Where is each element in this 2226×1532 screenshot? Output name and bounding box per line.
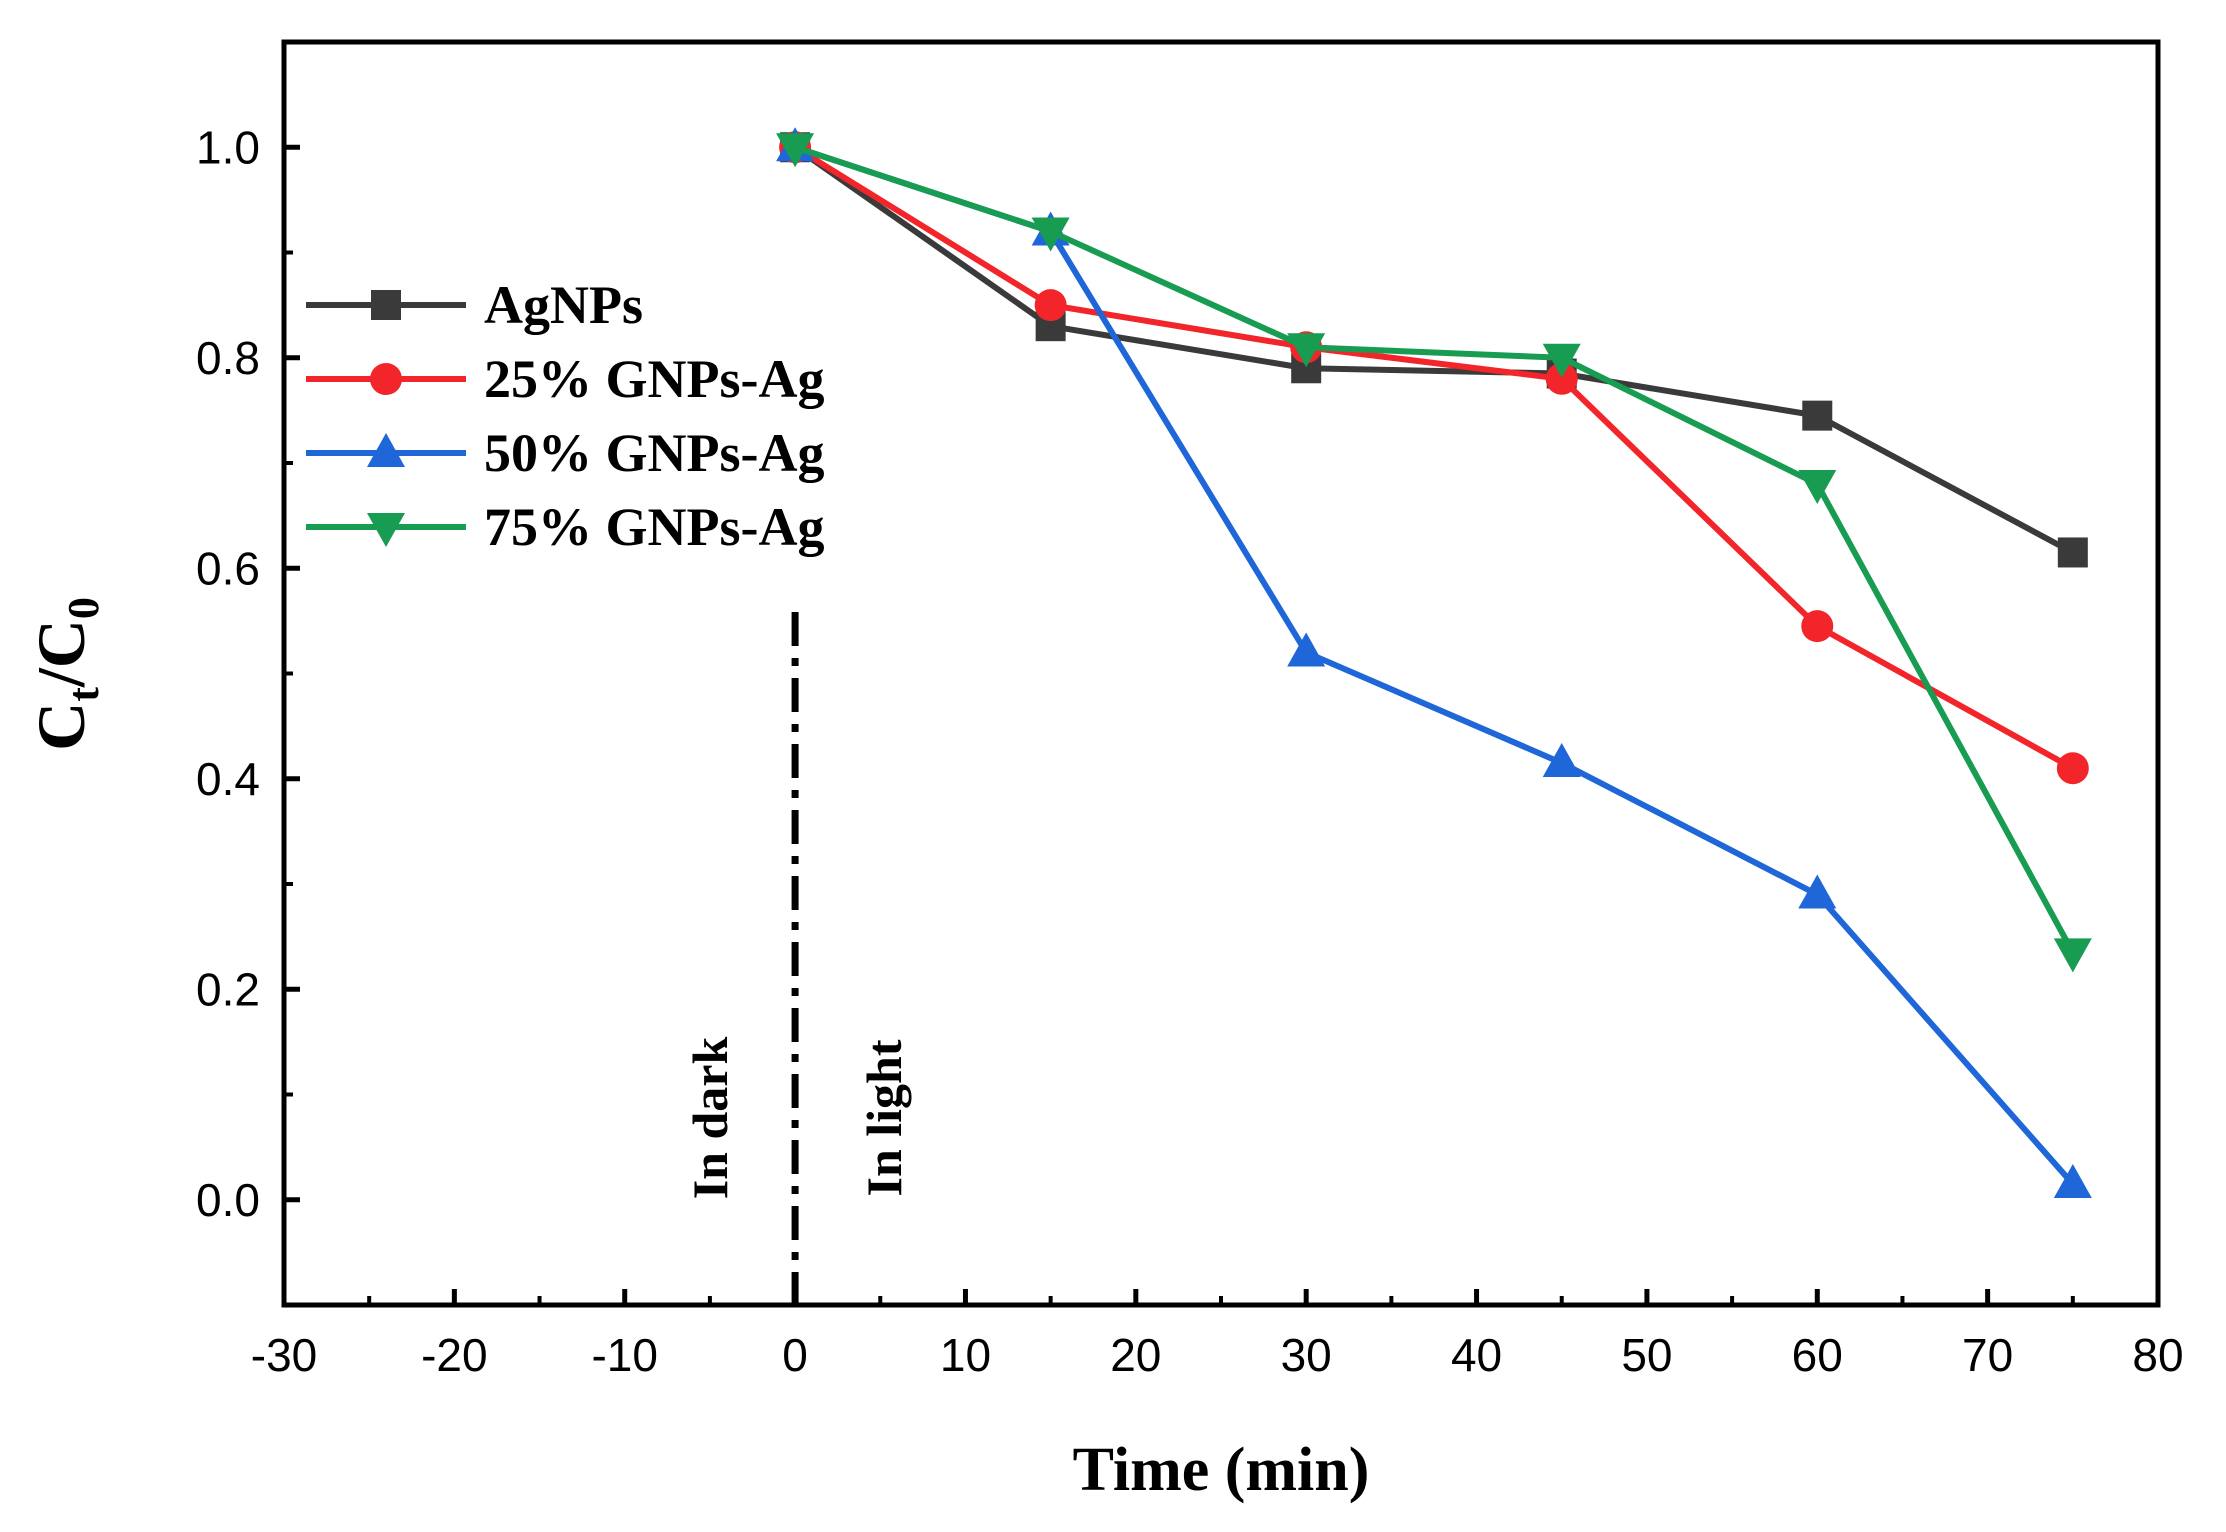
series-layer [776,127,2092,1198]
series-line [794,144,2076,1186]
data-point [1798,470,1837,505]
data-point [776,133,815,168]
series-line [794,144,2076,954]
data-point [1545,362,1578,395]
y-axis-title-slash: /C [23,619,99,688]
data-point [1542,343,1581,378]
series-line [793,144,2075,556]
y-tick-label: 0.0 [196,1174,260,1226]
data-point [1802,400,1833,431]
x-tick-label: 30 [1281,1329,1332,1381]
x-tick-label: 40 [1451,1329,1502,1381]
legend-item: AgNPs [306,275,643,335]
data-point [2057,537,2088,568]
legend-marker [367,433,405,467]
legend-marker [370,363,402,395]
x-tick-label: 20 [1110,1329,1161,1381]
data-point [1801,610,1834,643]
series-3 [776,133,2092,973]
y-axis-title-sub2: 0 [59,597,108,619]
in-dark-label: In dark [682,1037,738,1200]
legend-item: 75% GNPs-Ag [306,497,824,557]
x-tick-label: 50 [1621,1329,1672,1381]
x-tick-label: 0 [782,1329,808,1381]
data-point [2053,938,2092,973]
data-point [1034,289,1067,322]
y-tick-label: 0.6 [196,542,260,594]
x-tick-label: -30 [251,1329,317,1381]
legend: AgNPs 25% GNPs-Ag 50% GNPs-Ag 75% GNPs-Ag [306,275,824,557]
x-tick-label: 10 [940,1329,991,1381]
legend-marker [371,290,401,320]
data-point [2056,752,2089,785]
y-axis-title-sub1: t [59,687,108,702]
y-axis-title-main: C [23,702,99,751]
data-point [1287,333,1326,368]
in-light-label: In light [856,1039,912,1196]
y-tick-label: 0.2 [196,963,260,1015]
x-tick-label: -20 [421,1329,487,1381]
y-axis-title: Ct/C0 [23,597,108,751]
y-tick-label: 1.0 [196,121,260,173]
legend-label: 75% GNPs-Ag [484,497,824,557]
plot-frame [281,39,2161,1308]
x-tick-label: 60 [1792,1329,1843,1381]
x-tick-label: 80 [2132,1329,2183,1381]
x-tick-label: 70 [1962,1329,2013,1381]
series-2 [776,127,2092,1198]
data-point [1287,632,1326,667]
data-point [1798,874,1837,909]
legend-item: 25% GNPs-Ag [306,349,824,409]
legend-label: AgNPs [484,275,643,335]
legend-marker [367,513,405,547]
x-axis-title: Time (min) [1073,1436,1370,1504]
legend-label: 50% GNPs-Ag [484,423,824,483]
data-point [2053,1163,2092,1198]
y-tick-label: 0.4 [196,753,260,805]
legend-item: 50% GNPs-Ag [306,423,824,483]
legend-label: 25% GNPs-Ag [484,349,824,409]
y-tick-label: 0.8 [196,332,260,384]
series-line [793,144,2075,771]
data-point [1542,742,1581,777]
data-point [1031,217,1070,252]
x-tick-label: -10 [591,1329,657,1381]
x-axis-ticks: -30 -20 -10 0 10 20 30 40 50 60 70 80 [251,1289,2184,1381]
y-axis-ticks: 0.0 0.2 0.4 0.6 0.8 1.0 [196,121,300,1226]
